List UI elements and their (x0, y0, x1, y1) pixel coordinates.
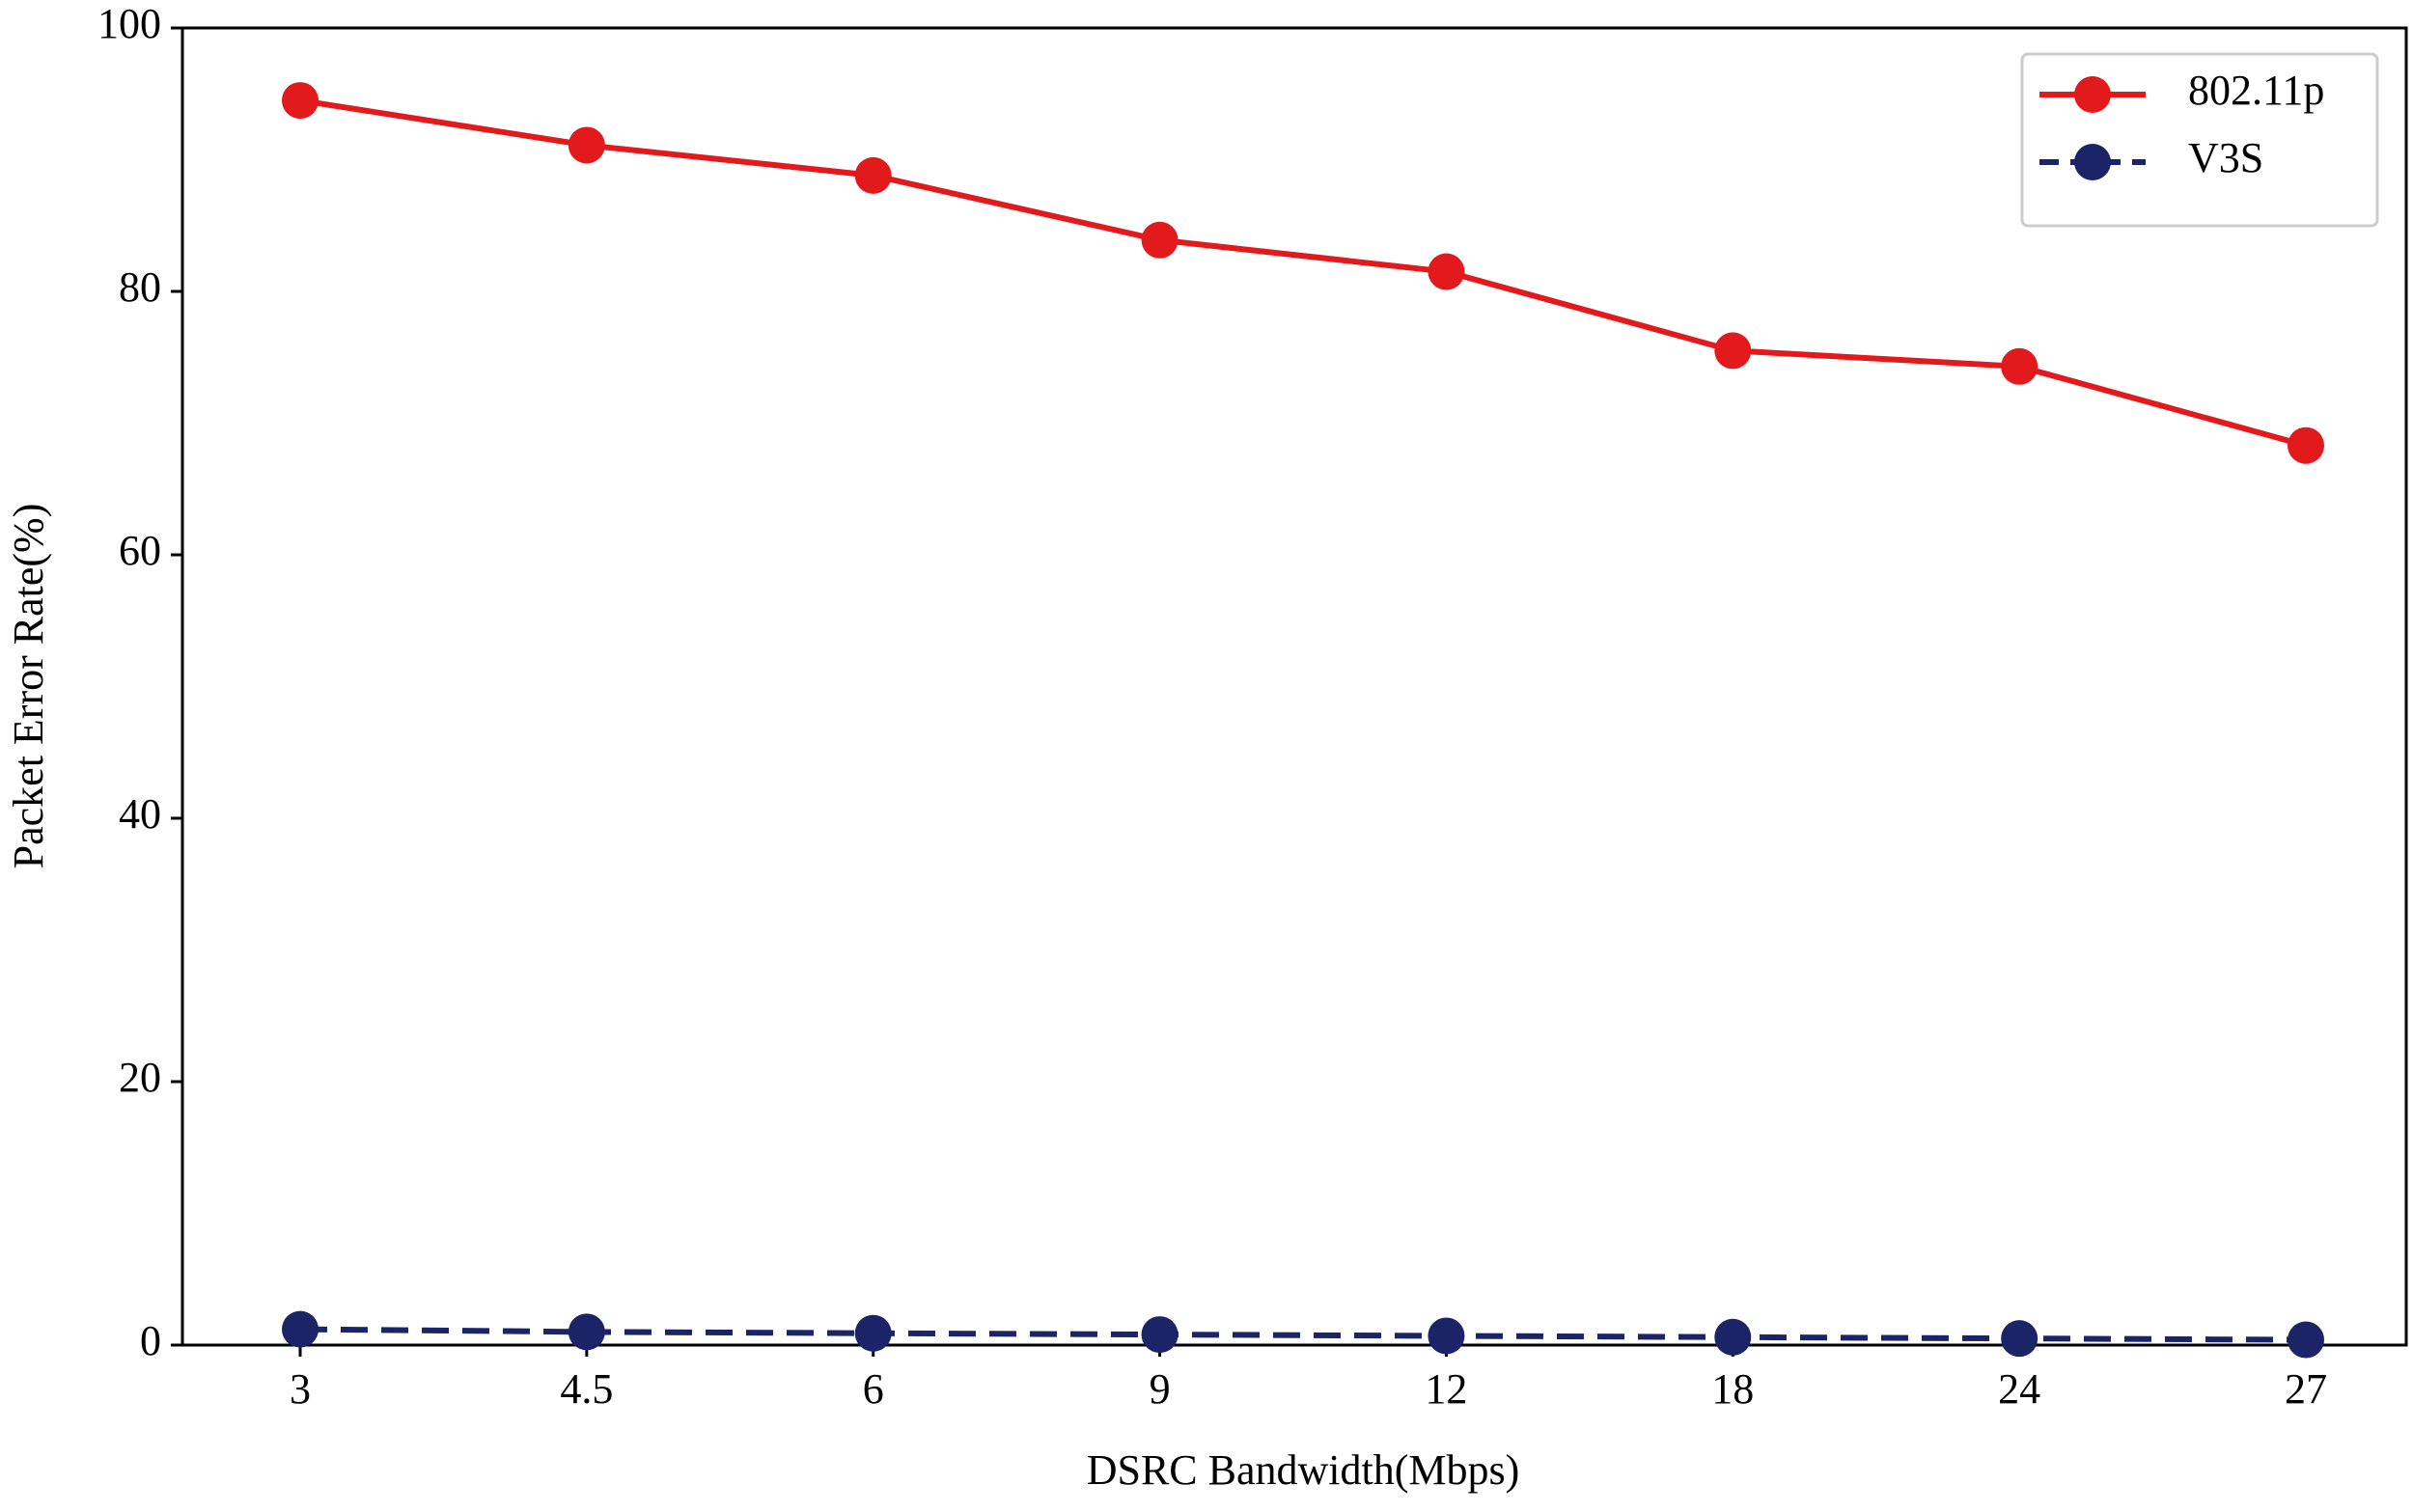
y-tick-label: 20 (119, 1054, 161, 1101)
data-point (2288, 426, 2324, 464)
data-point (2288, 1321, 2324, 1359)
data-point (1714, 1318, 1752, 1356)
y-tick-label: 80 (119, 263, 161, 311)
x-tick-label: 18 (1711, 1365, 1754, 1413)
x-tick-label: 6 (863, 1365, 884, 1413)
data-point (1714, 332, 1752, 370)
y-axis-label: Packet Error Rate(%) (5, 504, 52, 869)
data-point (568, 1313, 605, 1351)
data-point (1428, 1317, 1465, 1355)
x-axis-label: DSRC Bandwidth(Mbps) (1087, 1446, 1520, 1494)
x-tick-label: 24 (1998, 1365, 2040, 1413)
data-point (2001, 347, 2039, 385)
y-tick-label: 60 (119, 527, 161, 574)
data-point (854, 1314, 892, 1352)
legend-swatch-marker (2074, 76, 2111, 113)
data-point (1141, 221, 1179, 259)
series-line (299, 1326, 2307, 1343)
y-tick-label: 0 (140, 1317, 161, 1364)
x-tick-label: 27 (2285, 1365, 2327, 1413)
data-point (2001, 1320, 2039, 1358)
data-point (1428, 253, 1465, 290)
legend-swatch-marker (2074, 144, 2111, 180)
plot-frame (180, 26, 2408, 1347)
series-line (299, 97, 2307, 449)
x-tick-label: 4.5 (560, 1365, 613, 1413)
x-tick-label: 3 (290, 1365, 311, 1413)
x-tick-label: 12 (1425, 1365, 1467, 1413)
data-point (568, 126, 605, 164)
data-point (282, 82, 319, 120)
y-tick-label: 40 (119, 790, 161, 838)
legend-label: 802.11p (2188, 67, 2324, 114)
data-point (282, 1310, 319, 1348)
legend-label: V3S (2188, 134, 2263, 181)
data-point (854, 156, 892, 194)
x-tick-label: 9 (1150, 1365, 1171, 1413)
data-point (1141, 1316, 1179, 1354)
y-tick-label: 100 (97, 0, 161, 47)
